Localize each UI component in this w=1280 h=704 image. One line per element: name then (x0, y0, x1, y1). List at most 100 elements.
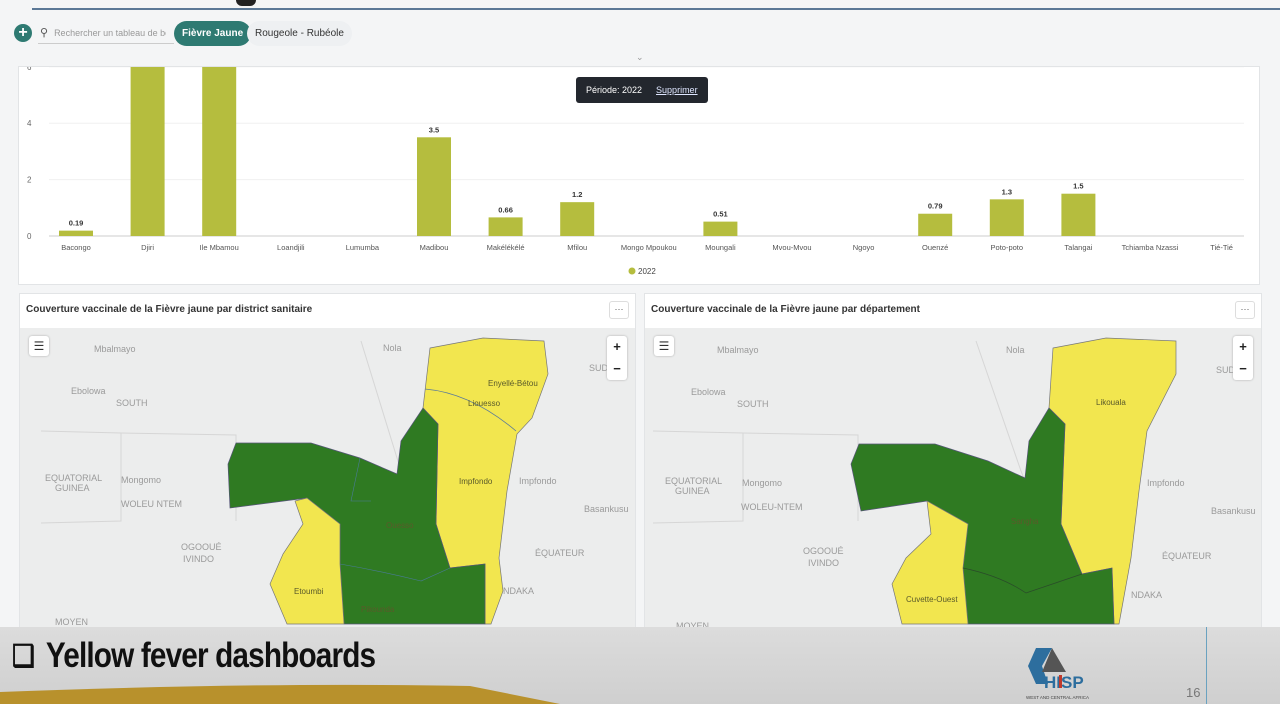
region-label: Impfondo (459, 477, 493, 486)
region-label: Enyellé-Bétou (488, 379, 538, 388)
map-canvas[interactable]: Enyellé-Bétou Liouesso Impfondo Etoumbi … (20, 328, 635, 632)
zoom-out-button[interactable]: − (1239, 361, 1247, 376)
svg-text:WEST AND CENTRAL AFRICA: WEST AND CENTRAL AFRICA (1026, 695, 1089, 700)
svg-text:Mbalmayo: Mbalmayo (717, 345, 759, 355)
svg-text:MOYEN: MOYEN (676, 621, 709, 631)
svg-text:WOLEU-NTEM: WOLEU-NTEM (741, 502, 803, 512)
map-title: Couverture vaccinale de la Fièvre jaune … (26, 304, 313, 315)
legend-label: 2022 (638, 267, 656, 276)
data-label: 0.66 (498, 205, 513, 214)
more-options-button[interactable]: ··· (609, 301, 629, 319)
x-tick-label: Mvou-Mvou (772, 243, 811, 252)
bar-moungali (703, 221, 738, 236)
remove-filter-link[interactable]: Supprimer (656, 85, 698, 95)
svg-text:Ebolowa: Ebolowa (71, 386, 106, 396)
zoom-controls: + − (1233, 336, 1253, 380)
y-tick-label: 4 (27, 119, 32, 128)
x-tick-label: Loandjili (277, 243, 305, 252)
x-tick-label: Madibou (420, 243, 449, 252)
svg-text:EQUATORIAL: EQUATORIAL (665, 476, 722, 486)
svg-text:Mongomo: Mongomo (742, 478, 782, 488)
district-map: Enyellé-Bétou Liouesso Impfondo Etoumbi … (40, 337, 629, 627)
map-card-district: Couverture vaccinale de la Fièvre jaune … (19, 293, 636, 633)
dashboard-chip-rougeole[interactable]: Rougeole - Rubéole (247, 21, 352, 46)
list-icon[interactable]: ☰ (654, 336, 674, 356)
search-placeholder: Rechercher un tableau de bord (54, 27, 167, 38)
x-tick-label: Poto-poto (991, 243, 1024, 252)
x-tick-label: Makélékélé (487, 243, 525, 252)
svg-text:WOLEU NTEM: WOLEU NTEM (121, 499, 182, 509)
svg-text:MOYEN: MOYEN (55, 617, 88, 627)
bar-mfilou (560, 202, 595, 236)
data-label: 1.2 (572, 190, 582, 199)
x-tick-label: Ngoyo (853, 243, 875, 252)
data-label: 0.51 (713, 210, 728, 219)
svg-text:GUINEA: GUINEA (55, 483, 90, 493)
region-label: Ouesso (386, 521, 414, 530)
bar-talangai (1061, 193, 1096, 236)
svg-text:ÉQUATEUR: ÉQUATEUR (1162, 551, 1212, 561)
x-tick-label: Talangai (1064, 243, 1092, 252)
data-label: 0.79 (928, 202, 943, 211)
x-tick-label: Tié-Tié (1210, 243, 1233, 252)
region-label: Liouesso (468, 399, 501, 408)
map-region-cuvette-ouest (891, 500, 969, 625)
x-tick-label: Djiri (141, 243, 154, 252)
svg-text:OGOOUÉ: OGOOUÉ (803, 546, 844, 556)
x-tick-label: Mongo Mpoukou (621, 243, 677, 252)
bar-ouenzé (918, 213, 953, 236)
y-tick-label: 2 (27, 176, 32, 185)
checkbox-bullet-icon: ❑ (12, 639, 35, 673)
more-options-button[interactable]: ··· (1235, 301, 1255, 319)
svg-text:IVINDO: IVINDO (808, 558, 839, 568)
dashboard-chip-fievre-jaune[interactable]: Fièvre Jaune (174, 21, 252, 46)
svg-text:NDAKA: NDAKA (503, 586, 534, 596)
region-label: Likouala (1096, 398, 1126, 407)
x-tick-label: Ouenzé (922, 243, 948, 252)
data-label: 1.3 (1002, 187, 1012, 196)
x-tick-label: Lumumba (346, 243, 380, 252)
bar-ile-mbamou (202, 67, 237, 236)
svg-text:Impfondo: Impfondo (519, 476, 557, 486)
chevron-down-icon[interactable]: ⌄ (636, 52, 644, 62)
data-label: 0.19 (69, 219, 84, 228)
dashboard-search-input[interactable]: ⚲ Rechercher un tableau de bord (38, 22, 174, 44)
slide-top-rule (32, 8, 1280, 10)
x-tick-label: Bacongo (61, 243, 91, 252)
period-filter-badge: Période: 2022 Supprimer (576, 77, 708, 103)
period-filter-label: Période: 2022 (586, 85, 643, 95)
zoom-controls: + − (607, 336, 627, 380)
svg-text:SUD: SUD (1216, 365, 1236, 375)
svg-text:GUINEA: GUINEA (675, 486, 710, 496)
department-map: Likouala Sangha Cuvette-Ouest Ebolowa SO… (652, 337, 1256, 631)
zoom-in-button[interactable]: + (1239, 339, 1247, 354)
zoom-out-button[interactable]: − (613, 361, 621, 376)
region-label: Etoumbi (294, 587, 324, 596)
map-region-etoumbi (269, 497, 345, 625)
svg-text:Mongomo: Mongomo (121, 475, 161, 485)
data-label: 3.5 (429, 125, 439, 134)
x-tick-label: Moungali (705, 243, 736, 252)
svg-text:Nola: Nola (383, 343, 402, 353)
zoom-in-button[interactable]: + (613, 339, 621, 354)
slide-title: ❑ Yellow fever dashboards (12, 636, 376, 676)
map-canvas[interactable]: Likouala Sangha Cuvette-Ouest Ebolowa SO… (645, 328, 1261, 632)
add-dashboard-button[interactable]: + (14, 24, 32, 42)
footer-divider (1206, 627, 1207, 704)
svg-text:EQUATORIAL: EQUATORIAL (45, 473, 102, 483)
svg-text:Basankusu: Basankusu (584, 504, 629, 514)
region-label: Pikounda (361, 605, 395, 614)
svg-text:Nola: Nola (1006, 345, 1025, 355)
region-label: Sangha (1011, 517, 1039, 526)
page-number: 16 (1186, 685, 1201, 700)
region-label: Cuvette-Ouest (906, 595, 958, 604)
bar-poto-poto (989, 199, 1024, 236)
slide-title-fragment (236, 0, 256, 6)
bar-djiri (130, 67, 165, 236)
svg-text:SOUTH: SOUTH (116, 398, 148, 408)
list-icon[interactable]: ☰ (29, 336, 49, 356)
bar-bacongo (59, 230, 93, 236)
legend-marker (628, 267, 636, 275)
x-tick-label: Mfilou (567, 243, 587, 252)
y-tick-label: 6 (27, 67, 32, 72)
